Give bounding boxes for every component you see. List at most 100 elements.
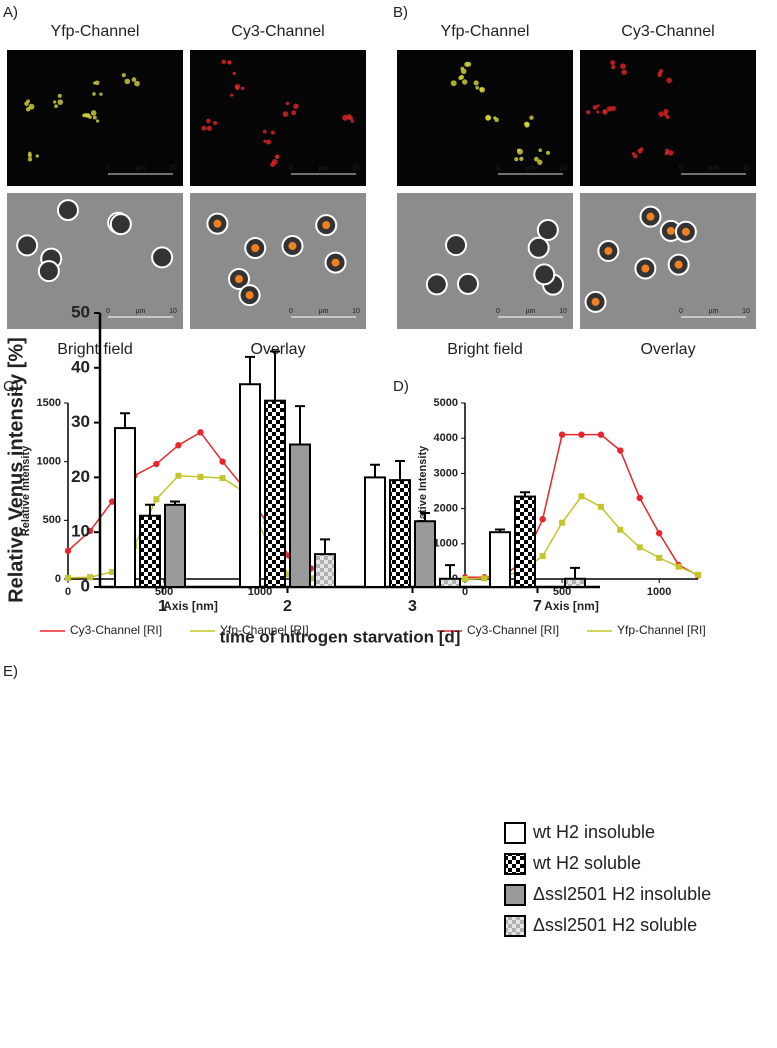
error-bar <box>570 566 580 579</box>
spot <box>639 147 644 152</box>
spot <box>666 226 675 235</box>
spot <box>221 59 227 65</box>
bar <box>439 577 461 589</box>
marker <box>175 442 182 449</box>
scale-label: µm <box>526 165 536 172</box>
spot <box>28 151 32 155</box>
spot <box>282 111 289 117</box>
scale-label: 0 <box>496 165 500 172</box>
marker <box>655 530 663 537</box>
x-axis-label: Axis [nm] <box>544 599 599 613</box>
cell <box>151 246 174 269</box>
scale-label: 10 <box>742 308 750 315</box>
error-bar <box>145 503 155 516</box>
y-tick-label: 50 <box>71 302 90 321</box>
bar <box>514 495 536 588</box>
y-tick-label: 1000 <box>434 538 458 550</box>
spot <box>663 108 669 114</box>
x-tick-label: 1000 <box>248 586 272 598</box>
cell <box>533 263 556 286</box>
error-bar <box>420 512 430 522</box>
image-caption: Yfp-Channel <box>441 23 530 40</box>
spot <box>57 93 62 98</box>
spot <box>493 116 497 120</box>
spot <box>262 129 267 134</box>
scale-label: µm <box>319 308 329 315</box>
spot <box>95 119 100 123</box>
spot <box>331 258 340 267</box>
spot <box>274 155 279 159</box>
x-tick-label: 0 <box>462 586 468 598</box>
scale-label: µm <box>136 308 146 315</box>
marker <box>109 568 116 575</box>
spot <box>131 77 137 82</box>
error-bar <box>370 463 380 478</box>
scale-label: 0 <box>106 308 110 315</box>
legend-label: wt H2 soluble <box>532 853 641 873</box>
spot <box>90 110 97 116</box>
error-bar <box>245 355 255 385</box>
spot <box>206 118 211 124</box>
spot <box>596 110 600 114</box>
spot <box>596 104 600 108</box>
spot <box>85 113 90 118</box>
marker <box>597 431 605 438</box>
spot <box>666 77 672 84</box>
spot <box>621 69 627 75</box>
micrograph <box>190 50 366 186</box>
spot <box>665 114 670 120</box>
panel-label: B) <box>393 4 408 21</box>
cell <box>536 218 559 241</box>
image-caption: Yfp-Channel <box>51 23 140 40</box>
spot <box>134 80 140 87</box>
spot <box>586 110 591 115</box>
spot <box>82 113 86 118</box>
marker <box>64 547 72 555</box>
spot <box>537 159 543 165</box>
spot <box>285 101 290 106</box>
bar <box>489 531 511 589</box>
bar <box>314 553 336 588</box>
x-axis-label: time of nitrogen starvation [d] <box>220 627 461 646</box>
spot <box>212 120 218 126</box>
marker <box>558 431 566 438</box>
x-axis-label: Axis [nm] <box>163 599 218 613</box>
bar <box>139 514 161 589</box>
cell <box>527 236 550 259</box>
spot <box>240 86 245 91</box>
image-caption: Overlay <box>640 341 695 358</box>
y-tick-label: 1000 <box>37 456 61 468</box>
y-tick-label: 1500 <box>37 397 61 409</box>
bar <box>164 503 186 588</box>
micrograph <box>397 193 573 329</box>
y-tick-label: 40 <box>71 357 90 376</box>
x-tick-label: 0 <box>65 586 71 598</box>
spot <box>450 80 457 87</box>
spot <box>458 75 463 80</box>
marker <box>636 494 643 502</box>
x-tick-label: 500 <box>155 586 173 598</box>
spot <box>28 103 35 110</box>
y-tick-label: 10 <box>71 522 90 541</box>
marker <box>285 571 292 578</box>
spot <box>610 60 616 66</box>
legend-label: Cy3-Channel [RI] <box>467 623 559 637</box>
marker <box>87 574 94 581</box>
spot <box>234 275 243 284</box>
marker <box>219 475 226 482</box>
scale-label: 0 <box>289 165 293 172</box>
marker <box>597 503 604 510</box>
spot <box>293 103 299 109</box>
cell <box>37 260 60 283</box>
error-bar <box>295 405 305 445</box>
spot <box>342 114 349 121</box>
marker <box>108 498 116 505</box>
spot <box>270 130 275 135</box>
panel-label: A) <box>3 4 18 21</box>
spot <box>681 227 690 236</box>
image-caption: Cy3-Channel <box>621 23 714 40</box>
scale-label: µm <box>136 165 146 172</box>
marker <box>219 458 226 465</box>
cell <box>456 272 479 295</box>
